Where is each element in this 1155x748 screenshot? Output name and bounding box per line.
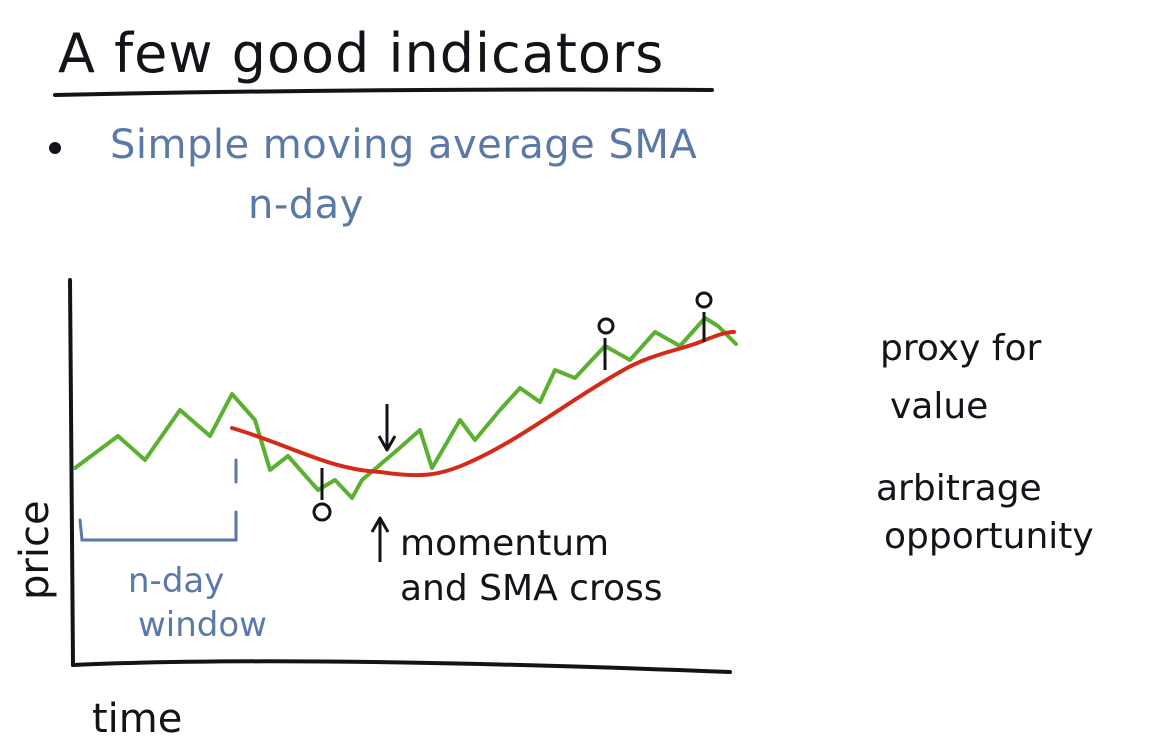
sma-line — [230, 330, 736, 478]
side-note-value-line2: value — [890, 386, 988, 427]
window-label-line2: window — [138, 605, 267, 645]
side-note-arbitrage-line2: opportunity — [884, 516, 1094, 557]
bullet-dot — [49, 142, 61, 154]
side-note-value-line1: proxy for — [880, 328, 1042, 369]
cross-down-arrow — [377, 404, 397, 452]
y-axis — [68, 278, 75, 667]
bullet-text: Simple moving average SMA — [110, 122, 697, 168]
page-title: A few good indicators — [58, 22, 664, 85]
high-deviation-circle-1 — [597, 317, 615, 335]
y-axis-label: price — [12, 500, 58, 600]
window-bracket — [78, 510, 238, 542]
window-label-line1: n-day — [128, 561, 224, 601]
cross-up-arrow — [370, 516, 390, 562]
x-axis-label: time — [92, 696, 182, 742]
high-deviation-circle-2 — [695, 291, 713, 309]
cross-note-line2: and SMA cross — [400, 568, 663, 609]
x-axis — [71, 659, 732, 674]
bullet-subtext: n-day — [248, 182, 364, 228]
low-deviation-circle — [312, 502, 332, 522]
side-note-arbitrage-line1: arbitrage — [876, 468, 1042, 509]
cross-note-line1: momentum — [400, 523, 609, 564]
price-line — [73, 316, 738, 500]
title-underline — [53, 87, 714, 97]
